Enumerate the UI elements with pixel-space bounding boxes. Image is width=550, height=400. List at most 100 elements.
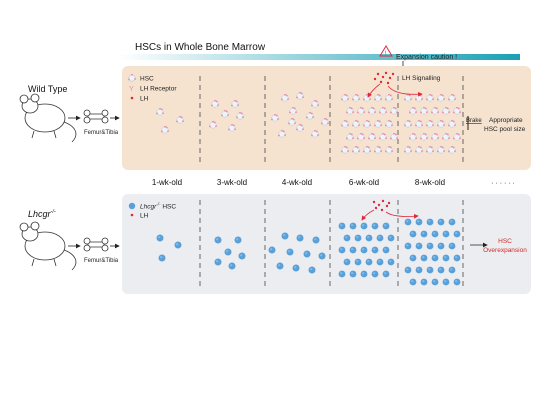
lh-dot (385, 204, 389, 208)
hsc-cell (271, 113, 279, 122)
legend-lh-label: LH (140, 96, 149, 103)
hsc-cell (448, 145, 456, 154)
lh-dot-icon (130, 96, 134, 100)
hsc-cell (363, 119, 371, 128)
hsc-cell (296, 91, 304, 100)
hsc-cell (346, 106, 354, 115)
knockout-hsc-cell (437, 218, 445, 226)
knockout-hsc-cell (442, 230, 450, 238)
age-label: 3-wk-old (217, 178, 247, 187)
knockout-hsc-cell (415, 242, 423, 250)
lh-dot (384, 71, 388, 75)
wildtype-bone-label: Femur&Tibia (84, 130, 119, 136)
knockout-hsc-cell (371, 222, 379, 230)
hsc-cell (409, 106, 417, 115)
knockout-hsc-cell (268, 246, 276, 254)
knockout-hsc-cell (156, 234, 164, 242)
hsc-cell (385, 145, 393, 154)
knockout-hsc-cell (349, 222, 357, 230)
knockout-hsc-cell (448, 218, 456, 226)
hsc-cell (311, 99, 319, 108)
hsc-cell (442, 132, 450, 141)
lh-dot (377, 203, 381, 207)
diagram-title: HSCs in Whole Bone Marrow (135, 42, 266, 53)
lh-dot (379, 80, 383, 84)
knockout-mouse-icon (19, 221, 77, 271)
hsc-cell (374, 145, 382, 154)
knockout-hsc-cell (415, 266, 423, 274)
hsc-cell (209, 120, 217, 129)
hsc-cell (231, 99, 239, 108)
knockout-hsc-cell (318, 252, 326, 260)
knockout-hsc-cell (404, 242, 412, 250)
knockout-hsc-cell (349, 246, 357, 254)
wildtype-mouse-icon (19, 93, 77, 143)
hsc-cell (176, 115, 184, 124)
knockout-hsc-cell (276, 262, 284, 270)
knockout-hsc-cell (448, 242, 456, 250)
knockout-hsc-cell (442, 278, 450, 286)
knockout-hsc-cell (371, 246, 379, 254)
hsc-cell (379, 106, 387, 115)
knockout-hsc-cell (303, 250, 311, 258)
hsc-cell (341, 119, 349, 128)
hsc-cell (404, 119, 412, 128)
hsc-cell (448, 119, 456, 128)
lh-dot (373, 77, 377, 81)
knockout-bone-label: Femur&Tibia (84, 258, 119, 264)
lh-dot (374, 206, 378, 210)
knockout-hsc-cell (228, 262, 236, 270)
knockout-hsc-cell (354, 234, 362, 242)
age-label: 8-wk-old (415, 178, 445, 187)
hsc-cell (379, 132, 387, 141)
knockout-hsc-cell (158, 254, 166, 262)
knockout-hsc-legend-icon (128, 202, 136, 210)
wildtype-outcome-line2: HSC pool size (484, 126, 526, 133)
knockout-hsc-cell (453, 278, 461, 286)
lh-dot (381, 199, 385, 203)
knockout-hsc-cell (238, 252, 246, 260)
hsc-cell (404, 145, 412, 154)
knockout-label: Lhcgr-/- (28, 209, 56, 219)
knockout-hsc-cell (409, 278, 417, 286)
knockout-hsc-cell (426, 242, 434, 250)
age-label: 4-wk-old (282, 178, 312, 187)
hsc-cell (390, 106, 398, 115)
knockout-hsc-cell (338, 246, 346, 254)
hsc-cell (448, 93, 456, 102)
hsc-cell (374, 119, 382, 128)
knockout-hsc-cell (409, 254, 417, 262)
knockout-hsc-cell (214, 258, 222, 266)
lh-dot (381, 75, 385, 79)
knockout-hsc-cell (174, 241, 182, 249)
knockout-hsc-cell (448, 266, 456, 274)
hsc-cell (426, 93, 434, 102)
knockout-hsc-cell (415, 218, 423, 226)
hsc-cell (281, 93, 289, 102)
knockout-hsc-cell (431, 254, 439, 262)
knockout-lh-arrows (361, 209, 419, 221)
legend-lh-receptor-label: LH Receptor (140, 86, 177, 93)
knockout-lh-dots (372, 199, 391, 212)
hsc-cell (426, 119, 434, 128)
hsc-cell (346, 132, 354, 141)
hsc-cell (341, 145, 349, 154)
knockout-hsc-cell (431, 230, 439, 238)
lh-signalling-label: LH Signalling (402, 75, 441, 82)
lh-receptor-icon: Y (129, 86, 134, 93)
lh-signalling-arrows (367, 83, 423, 98)
wildtype-hsc-cells (156, 91, 461, 154)
hsc-cell (453, 106, 461, 115)
knockout-hsc-cell (404, 218, 412, 226)
hsc-cell (368, 132, 376, 141)
wildtype-lh-dots (373, 71, 395, 85)
hsc-cell (306, 111, 314, 120)
hsc-cell (352, 145, 360, 154)
hsc-cell (409, 132, 417, 141)
knockout-legend: Lhcgr-/- HSC LH (128, 202, 176, 220)
hsc-cell (453, 132, 461, 141)
age-labels: 1-wk-old 3-wk-old 4-wk-old 6-wk-old 8-wk… (152, 178, 515, 187)
knockout-hsc-cell (360, 246, 368, 254)
knockout-hsc-cell (214, 236, 222, 244)
